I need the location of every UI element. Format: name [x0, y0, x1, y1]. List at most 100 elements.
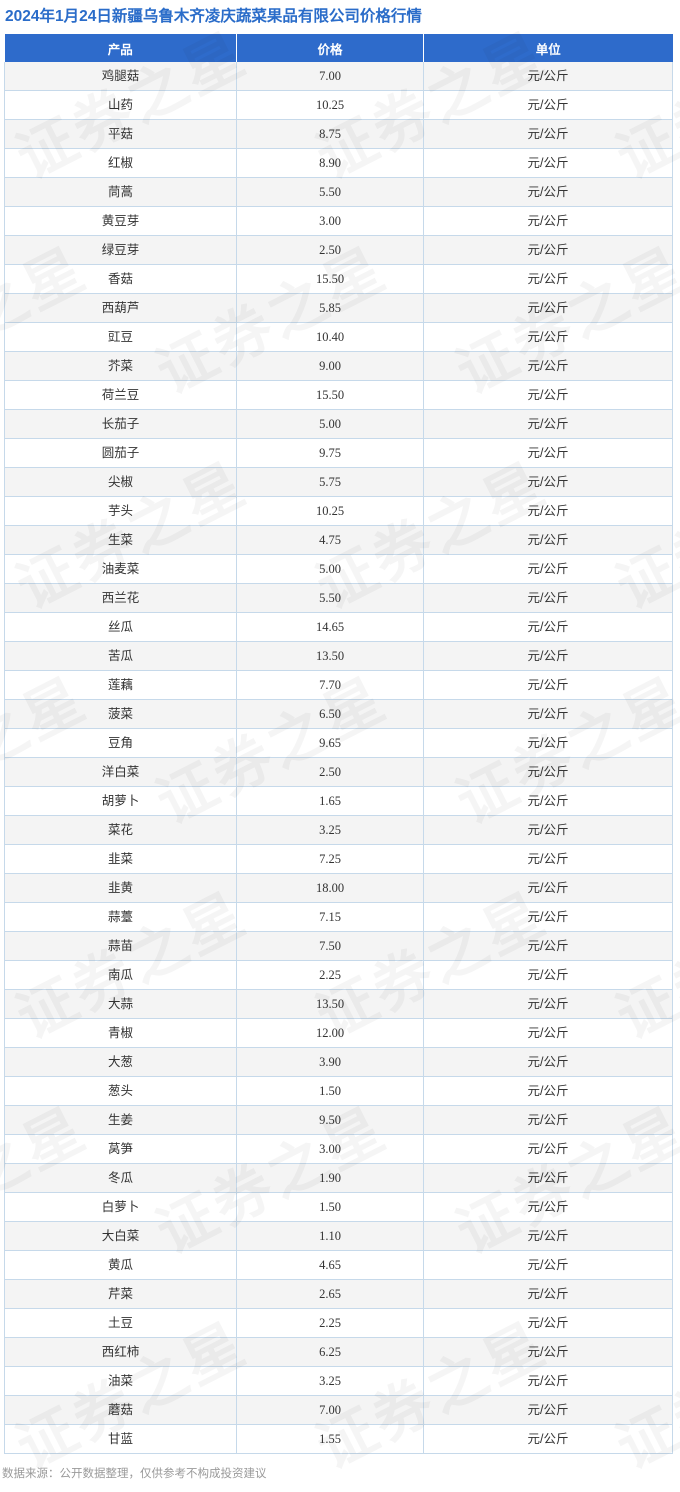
table-row: 南瓜 2.25 元/公斤	[4, 960, 673, 991]
cell-product: 荷兰豆	[4, 380, 237, 411]
cell-unit: 元/公斤	[423, 1076, 673, 1107]
cell-unit: 元/公斤	[423, 148, 673, 179]
table-row: 西红柿 6.25 元/公斤	[4, 1337, 673, 1368]
cell-product: 芋头	[4, 496, 237, 527]
cell-unit: 元/公斤	[423, 467, 673, 498]
table-row: 长茄子 5.00 元/公斤	[4, 409, 673, 440]
cell-price: 3.25	[236, 1366, 424, 1397]
cell-price: 12.00	[236, 1018, 424, 1049]
cell-price: 1.10	[236, 1221, 424, 1252]
table-row: 胡萝卜 1.65 元/公斤	[4, 786, 673, 817]
table-row: 土豆 2.25 元/公斤	[4, 1308, 673, 1339]
cell-unit: 元/公斤	[423, 786, 673, 817]
price-table: 产品 价格 单位 鸡腿菇 7.00 元/公斤 山药 10.25 元/公斤 平菇 8.75 元/公…	[4, 34, 673, 1455]
table-row: 蘑菇 7.00 元/公斤	[4, 1395, 673, 1426]
cell-product: 豆角	[4, 728, 237, 759]
table-row: 蒜薹 7.15 元/公斤	[4, 902, 673, 933]
cell-unit: 元/公斤	[423, 1047, 673, 1078]
cell-unit: 元/公斤	[423, 1395, 673, 1426]
cell-product: 平菇	[4, 119, 237, 150]
cell-product: 青椒	[4, 1018, 237, 1049]
cell-unit: 元/公斤	[423, 351, 673, 382]
cell-unit: 元/公斤	[423, 554, 673, 585]
table-row: 丝瓜 14.65 元/公斤	[4, 612, 673, 643]
cell-product: 甘蓝	[4, 1424, 237, 1455]
cell-unit: 元/公斤	[423, 1366, 673, 1397]
table-row: 鸡腿菇 7.00 元/公斤	[4, 62, 673, 92]
cell-product: 豇豆	[4, 322, 237, 353]
table-row: 豆角 9.65 元/公斤	[4, 728, 673, 759]
cell-unit: 元/公斤	[423, 960, 673, 991]
cell-price: 7.50	[236, 931, 424, 962]
cell-price: 1.50	[236, 1076, 424, 1107]
table-row: 西葫芦 5.85 元/公斤	[4, 293, 673, 324]
cell-unit: 元/公斤	[423, 1105, 673, 1136]
table-row: 青椒 12.00 元/公斤	[4, 1018, 673, 1049]
cell-product: 韭菜	[4, 844, 237, 875]
cell-price: 14.65	[236, 612, 424, 643]
cell-unit: 元/公斤	[423, 583, 673, 614]
cell-product: 长茄子	[4, 409, 237, 440]
cell-product: 鸡腿菇	[4, 62, 237, 92]
cell-product: 生姜	[4, 1105, 237, 1136]
cell-product: 丝瓜	[4, 612, 237, 643]
cell-unit: 元/公斤	[423, 902, 673, 933]
cell-product: 香菇	[4, 264, 237, 295]
cell-unit: 元/公斤	[423, 322, 673, 353]
cell-unit: 元/公斤	[423, 931, 673, 962]
table-row: 冬瓜 1.90 元/公斤	[4, 1163, 673, 1194]
table-row: 苦瓜 13.50 元/公斤	[4, 641, 673, 672]
table-row: 葱头 1.50 元/公斤	[4, 1076, 673, 1107]
cell-unit: 元/公斤	[423, 119, 673, 150]
cell-product: 大蒜	[4, 989, 237, 1020]
cell-product: 黄瓜	[4, 1250, 237, 1281]
price-table-container: 产品 价格 单位 鸡腿菇 7.00 元/公斤 山药 10.25 元/公斤 平菇 8.75 元/公…	[0, 34, 680, 1455]
cell-price: 7.70	[236, 670, 424, 701]
table-row: 红椒 8.90 元/公斤	[4, 148, 673, 179]
cell-unit: 元/公斤	[423, 757, 673, 788]
table-row: 平菇 8.75 元/公斤	[4, 119, 673, 150]
cell-product: 洋白菜	[4, 757, 237, 788]
cell-unit: 元/公斤	[423, 1279, 673, 1310]
table-row: 尖椒 5.75 元/公斤	[4, 467, 673, 498]
cell-unit: 元/公斤	[423, 728, 673, 759]
cell-price: 9.00	[236, 351, 424, 382]
table-row: 菜花 3.25 元/公斤	[4, 815, 673, 846]
cell-price: 15.50	[236, 264, 424, 295]
cell-product: 芹菜	[4, 1279, 237, 1310]
cell-unit: 元/公斤	[423, 844, 673, 875]
cell-unit: 元/公斤	[423, 1221, 673, 1252]
cell-product: 南瓜	[4, 960, 237, 991]
cell-unit: 元/公斤	[423, 293, 673, 324]
table-row: 绿豆芽 2.50 元/公斤	[4, 235, 673, 266]
table-row: 茼蒿 5.50 元/公斤	[4, 177, 673, 208]
cell-product: 山药	[4, 90, 237, 121]
table-row: 韭菜 7.25 元/公斤	[4, 844, 673, 875]
cell-product: 大葱	[4, 1047, 237, 1078]
cell-price: 7.00	[236, 62, 424, 92]
table-row: 油菜 3.25 元/公斤	[4, 1366, 673, 1397]
cell-unit: 元/公斤	[423, 264, 673, 295]
cell-price: 8.75	[236, 119, 424, 150]
table-row: 白萝卜 1.50 元/公斤	[4, 1192, 673, 1223]
table-row: 大白菜 1.10 元/公斤	[4, 1221, 673, 1252]
cell-price: 13.50	[236, 989, 424, 1020]
table-row: 油麦菜 5.00 元/公斤	[4, 554, 673, 585]
table-row: 生姜 9.50 元/公斤	[4, 1105, 673, 1136]
table-row: 洋白菜 2.50 元/公斤	[4, 757, 673, 788]
cell-unit: 元/公斤	[423, 62, 673, 92]
cell-price: 5.85	[236, 293, 424, 324]
data-source-note: 数据来源：公开数据整理，仅供参考不构成投资建议	[2, 1468, 267, 1481]
table-row: 荷兰豆 15.50 元/公斤	[4, 380, 673, 411]
table-row: 豇豆 10.40 元/公斤	[4, 322, 673, 353]
cell-product: 大白菜	[4, 1221, 237, 1252]
table-row: 香菇 15.50 元/公斤	[4, 264, 673, 295]
cell-product: 绿豆芽	[4, 235, 237, 266]
cell-product: 红椒	[4, 148, 237, 179]
cell-price: 1.90	[236, 1163, 424, 1194]
cell-unit: 元/公斤	[423, 409, 673, 440]
cell-price: 13.50	[236, 641, 424, 672]
cell-product: 莲藕	[4, 670, 237, 701]
table-body: 鸡腿菇 7.00 元/公斤 山药 10.25 元/公斤 平菇 8.75 元/公斤 红椒 8.90 元/…	[4, 62, 673, 1455]
